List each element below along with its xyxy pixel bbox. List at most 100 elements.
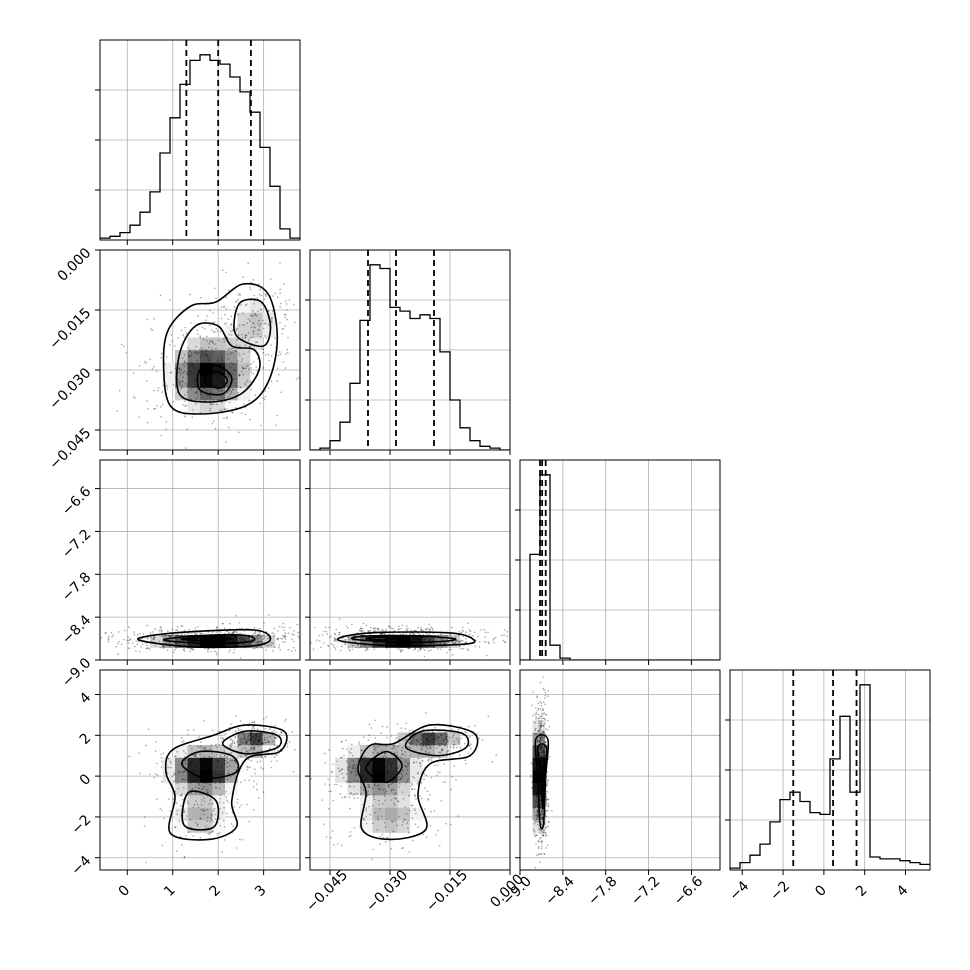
sample-point	[235, 644, 238, 647]
sample-point	[410, 643, 413, 646]
sample-point	[540, 745, 542, 748]
sample-point	[230, 723, 232, 725]
sample-point	[341, 768, 344, 770]
sample-point	[362, 818, 365, 820]
sample-point	[534, 835, 536, 837]
panel-frame	[519, 669, 721, 871]
sample-point	[266, 737, 269, 739]
sample-point	[252, 749, 255, 751]
sample-point	[451, 641, 454, 644]
sample-point	[425, 738, 428, 741]
sample-point	[226, 416, 228, 419]
sample-point	[487, 715, 490, 718]
sample-point	[194, 385, 197, 388]
sample-point	[545, 728, 547, 730]
sample-point	[539, 715, 542, 717]
sample-point	[539, 701, 541, 703]
sample-point	[231, 632, 234, 634]
sample-point	[220, 779, 222, 781]
sample-point	[408, 762, 410, 765]
sample-point	[383, 642, 385, 644]
sample-point	[352, 765, 355, 767]
sample-point	[223, 632, 226, 635]
sample-point	[538, 740, 540, 742]
sample-point	[409, 643, 412, 645]
sample-point	[154, 773, 157, 775]
sample-point	[540, 725, 542, 728]
sample-point	[428, 752, 431, 754]
sample-point	[250, 746, 253, 749]
sample-point	[248, 345, 251, 348]
sample-point	[200, 632, 202, 635]
sample-point	[394, 819, 397, 822]
sample-point	[445, 737, 447, 739]
sample-point	[191, 379, 194, 382]
sample-point	[381, 833, 384, 836]
sample-point	[204, 353, 206, 356]
sample-point	[353, 827, 356, 829]
density-cell	[212, 795, 226, 808]
sample-point	[399, 778, 402, 781]
sample-point	[398, 648, 400, 651]
sample-point	[345, 760, 348, 762]
sample-point	[208, 768, 210, 771]
sample-point	[160, 756, 163, 759]
sample-point	[373, 642, 376, 644]
sample-point	[377, 761, 380, 763]
sample-point	[539, 745, 541, 747]
sample-point	[255, 341, 257, 343]
sample-point	[233, 631, 236, 633]
sample-point	[253, 632, 255, 635]
sample-point	[195, 398, 197, 400]
sample-point	[182, 363, 185, 366]
sample-point	[194, 632, 196, 634]
sample-point	[245, 743, 247, 745]
sample-point	[379, 788, 382, 791]
sample-point	[424, 712, 427, 714]
sample-point	[547, 729, 549, 731]
sample-point	[189, 744, 191, 747]
sample-point	[441, 646, 443, 648]
sample-point	[415, 639, 418, 641]
sample-point	[440, 638, 443, 640]
sample-point	[164, 634, 166, 636]
sample-point	[197, 393, 199, 396]
density-cell	[372, 807, 386, 821]
sample-point	[182, 649, 184, 651]
sample-point	[196, 745, 199, 747]
sample-point	[208, 343, 211, 345]
sample-point	[173, 633, 175, 636]
sample-point	[183, 365, 186, 368]
sample-point	[191, 632, 193, 635]
sample-point	[538, 874, 540, 876]
sample-point	[438, 743, 440, 745]
sample-point	[398, 636, 401, 639]
sample-point	[331, 770, 334, 773]
sample-point	[264, 293, 266, 295]
sample-point	[209, 833, 211, 836]
scatter-panel-p1-p3: −9.0−8.4−7.8−7.2−6.6	[59, 459, 301, 690]
sample-point	[451, 653, 454, 656]
sample-point	[423, 655, 426, 658]
sample-point	[213, 638, 216, 641]
sample-point	[210, 763, 213, 765]
sample-point	[205, 370, 207, 373]
sample-point	[463, 644, 465, 647]
sample-point	[391, 820, 394, 823]
sample-point	[170, 372, 172, 374]
sample-point	[543, 751, 546, 754]
sample-point	[543, 853, 546, 855]
sample-point	[179, 368, 181, 370]
sample-point	[418, 762, 421, 764]
sample-point	[127, 647, 130, 649]
sample-point	[170, 371, 173, 374]
sample-point	[198, 480, 200, 482]
sample-point	[276, 736, 278, 739]
sample-point	[540, 901, 542, 903]
sample-point	[221, 811, 224, 814]
sample-point	[268, 359, 271, 362]
sample-point	[190, 764, 193, 766]
sample-point	[417, 632, 419, 635]
sample-point	[274, 337, 276, 339]
sample-point	[282, 622, 285, 625]
